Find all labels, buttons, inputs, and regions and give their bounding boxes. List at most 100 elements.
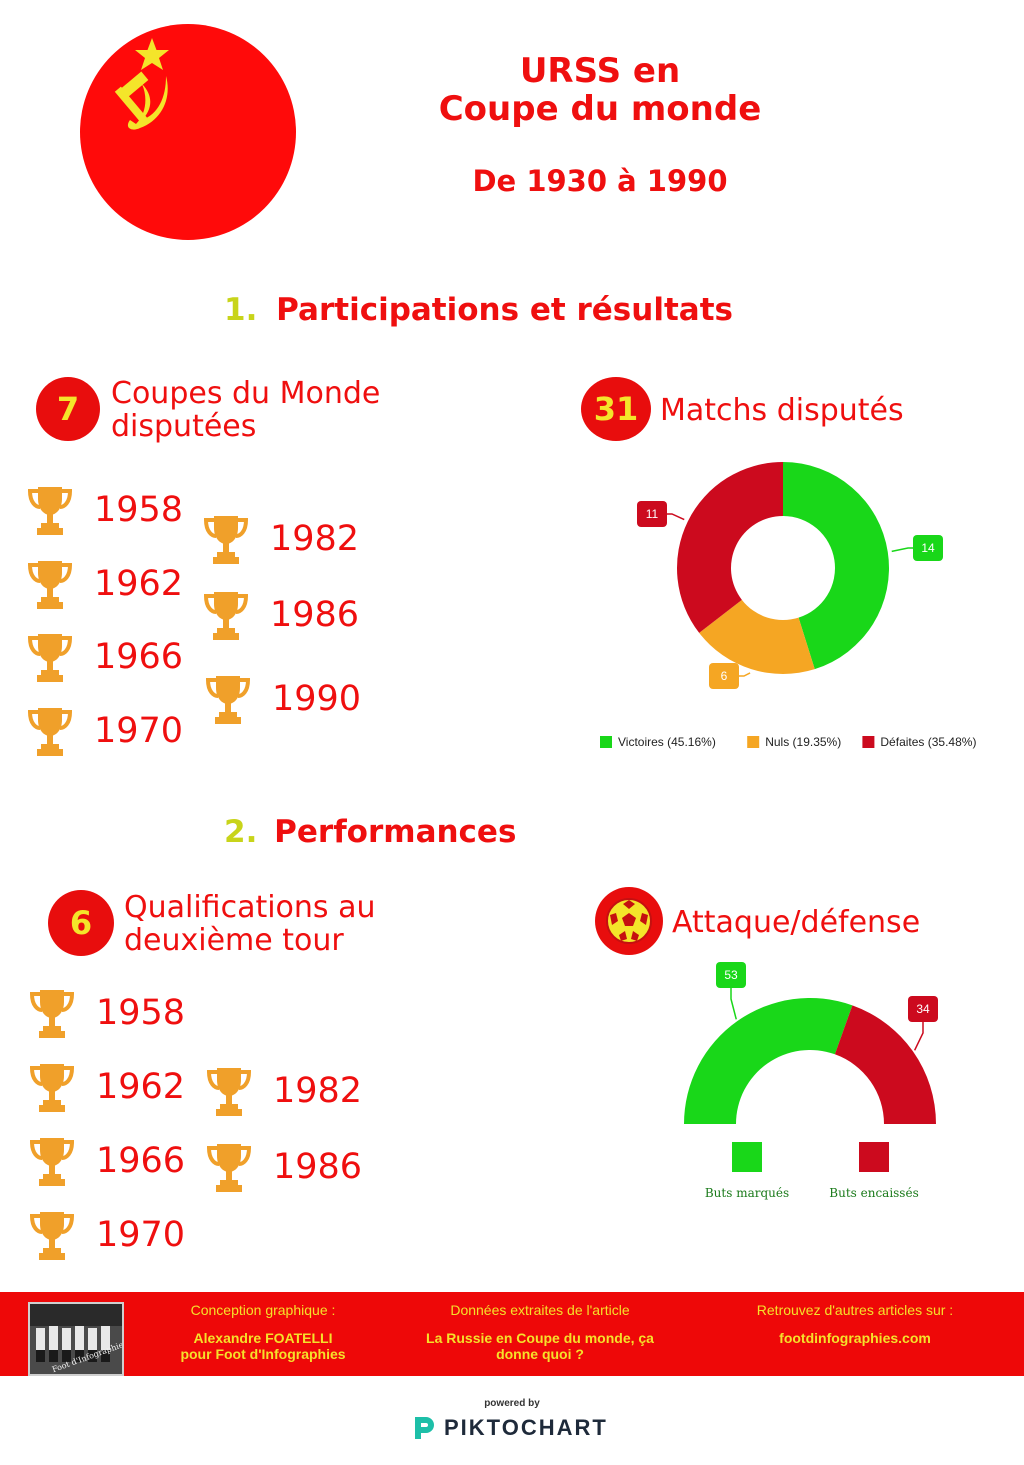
qualif-label-line-1: Qualifications au <box>124 890 376 925</box>
footer-source-line-1: La Russie en Coupe du monde, ça <box>426 1330 654 1346</box>
svg-text:11: 11 <box>646 507 659 521</box>
donut-slice <box>699 599 815 674</box>
team-photo: Foot d'Infographies <box>28 1302 124 1376</box>
trophy-icon <box>26 630 74 684</box>
trophy-icon <box>26 557 74 611</box>
donut-data-label: 6 <box>709 663 739 689</box>
qualif-year-item: 1982 <box>205 1064 362 1118</box>
cup-year-item: 1986 <box>202 588 359 642</box>
footer-bar: Foot d'Infographies Conception graphique… <box>0 1292 1024 1376</box>
trophy-icon <box>202 588 250 642</box>
donut-slice <box>677 462 783 633</box>
footer-more: Retrouvez d'autres articles sur : footdi… <box>735 1302 975 1346</box>
qualif-year-label: 1970 <box>96 1215 186 1255</box>
qualif-count-badge: 6 <box>48 890 114 956</box>
team-photo-image <box>30 1304 122 1374</box>
svg-text:34: 34 <box>916 1002 930 1016</box>
cup-year-label: 1966 <box>94 637 184 677</box>
svg-text:Victoires (45.16%): Victoires (45.16%) <box>618 735 716 749</box>
soccer-ball-icon <box>606 898 652 944</box>
svg-text:Buts encaissés: Buts encaissés <box>829 1186 918 1200</box>
footer-credits: Conception graphique : Alexandre FOATELL… <box>160 1302 366 1362</box>
cups-label: Coupes du Monde disputées <box>111 377 380 443</box>
piktochart-logo[interactable]: PIKTOCHART <box>412 1414 608 1442</box>
semi-data-label: 34 <box>908 996 938 1022</box>
matches-donut-chart: 14 6 11 Victoires (45.16%) Nuls (19.35%) Défa… <box>600 462 976 749</box>
legend-item: Défaites (35.48%) <box>862 735 976 749</box>
piktochart-icon <box>415 1417 434 1439</box>
footer-more-heading: Retrouvez d'autres articles sur : <box>756 1302 954 1318</box>
section-1-number: 1. <box>224 292 258 328</box>
qualif-year-item: 1966 <box>28 1134 185 1188</box>
cup-year-item: 1958 <box>26 483 183 537</box>
section-1-heading: 1. Participations et résultats <box>224 292 733 328</box>
trophy-icon <box>204 672 252 726</box>
matches-label: Matchs disputés <box>660 393 904 428</box>
cup-year-label: 1990 <box>272 679 362 719</box>
subtitle: De 1930 à 1990 <box>472 164 728 198</box>
matches-count-badge: 31 <box>581 377 651 441</box>
cup-year-label: 1962 <box>94 564 184 604</box>
cup-year-item: 1970 <box>26 704 183 758</box>
title-line-1: URSS en <box>519 51 681 91</box>
trophy-icon <box>28 1134 76 1188</box>
qualif-label: Qualifications au deuxième tour <box>124 891 375 957</box>
trophy-icon <box>205 1064 253 1118</box>
trophy-icon <box>28 1060 76 1114</box>
section-2-title: Performances <box>274 814 517 850</box>
cup-year-item: 1966 <box>26 630 183 684</box>
qualif-year-label: 1986 <box>273 1147 363 1187</box>
qualif-year-label: 1966 <box>96 1141 186 1181</box>
donut-data-label: 14 <box>913 535 943 561</box>
trophy-icon <box>26 704 74 758</box>
svg-text:6: 6 <box>721 669 728 683</box>
qualif-year-item: 1962 <box>28 1060 185 1114</box>
footer-credits-author: Alexandre FOATELLI <box>193 1330 333 1346</box>
qualif-year-item: 1986 <box>205 1140 362 1194</box>
legend-item: Victoires (45.16%) <box>600 735 716 749</box>
title-line-2: Coupe du monde <box>438 89 762 129</box>
section-2-number: 2. <box>224 814 258 850</box>
powered-by-label: powered by <box>484 1398 540 1409</box>
semi-leader-line <box>913 1021 924 1051</box>
trophy-icon <box>28 1208 76 1262</box>
goals-semi-donut-chart: 53 34 Buts marqués Buts encaissés <box>684 962 938 1200</box>
semi-data-label: 53 <box>716 962 746 988</box>
footer-credits-site: pour Foot d'Infographies <box>180 1346 346 1362</box>
footer-source-heading: Données extraites de l'article <box>450 1302 630 1318</box>
footer-source: Données extraites de l'article La Russie… <box>410 1302 670 1362</box>
cup-year-item: 1962 <box>26 557 183 611</box>
cups-label-line-2: disputées <box>111 409 257 444</box>
qualif-year-item: 1958 <box>28 986 185 1040</box>
qualif-year-label: 1958 <box>96 993 186 1033</box>
footer-source-line-2: donne quoi ? <box>496 1346 584 1362</box>
svg-text:53: 53 <box>724 968 738 982</box>
trophy-icon <box>202 512 250 566</box>
trophy-icon <box>205 1140 253 1194</box>
cup-year-label: 1986 <box>270 595 360 635</box>
svg-text:Nuls (19.35%): Nuls (19.35%) <box>765 735 841 749</box>
donut-slice <box>783 462 889 670</box>
qualif-year-label: 1962 <box>96 1067 186 1107</box>
cup-year-label: 1970 <box>94 711 184 751</box>
trophy-icon <box>28 986 76 1040</box>
qualif-year-label: 1982 <box>273 1071 363 1111</box>
donut-data-label: 11 <box>637 501 667 527</box>
footer-more-link[interactable]: footdinfographies.com <box>779 1330 931 1346</box>
cups-count-badge: 7 <box>36 377 100 441</box>
cup-year-label: 1958 <box>94 490 184 530</box>
cups-label-line-1: Coupes du Monde <box>111 376 381 411</box>
ussr-flag-logo <box>80 24 296 240</box>
piktochart-brand: PIKTOCHART <box>444 1415 608 1440</box>
semi-slice <box>834 1005 936 1124</box>
hammer-sickle-icon <box>114 38 169 130</box>
semi-leader-line <box>730 987 737 1020</box>
section-2-heading: 2. Performances <box>224 814 516 850</box>
cup-year-label: 1982 <box>270 519 360 559</box>
svg-text:Buts marqués: Buts marqués <box>705 1186 789 1200</box>
legend-item: Buts marqués <box>705 1142 789 1200</box>
legend-item: Nuls (19.35%) <box>747 735 841 749</box>
soccer-ball-badge <box>595 887 663 955</box>
cup-year-item: 1982 <box>202 512 359 566</box>
svg-text:14: 14 <box>921 541 935 555</box>
